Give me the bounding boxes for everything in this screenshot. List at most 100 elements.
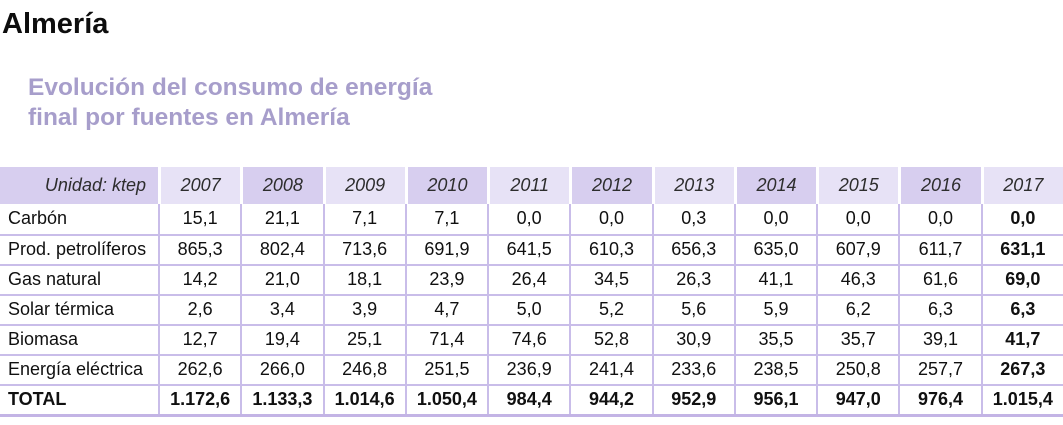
row-label-cell: Energía eléctrica [0, 353, 158, 384]
value-cell: 952,9 [651, 383, 734, 414]
value-cell: 2,6 [158, 293, 241, 324]
value-cell: 267,3 [980, 353, 1063, 384]
value-cell: 0,3 [651, 203, 734, 234]
value-cell: 241,4 [569, 353, 652, 384]
value-cell: 0,0 [980, 203, 1063, 234]
value-cell: 6,2 [816, 293, 899, 324]
year-header-cell: 2013 [651, 166, 734, 204]
value-cell: 1.050,4 [404, 383, 488, 414]
row-label-cell: Prod. petrolíferos [0, 233, 158, 264]
value-cell: 631,1 [980, 233, 1063, 264]
value-cell: 26,3 [651, 263, 734, 294]
value-cell: 610,3 [569, 233, 652, 264]
value-cell: 15,1 [158, 203, 241, 234]
table-row: Prod. petrolíferos 865,3 802,4 713,6 691,9 64… [0, 233, 1063, 264]
value-cell: 607,9 [816, 233, 899, 264]
table-subtitle: Evolución del consumo de energía final p… [28, 73, 1063, 133]
value-cell: 1.172,6 [158, 383, 241, 414]
unit-header-cell: Unidad: ktep [0, 166, 158, 204]
row-label-cell: TOTAL [0, 383, 158, 414]
table-header-row: Unidad: ktep 2007 2008 2009 2010 2011 2012 2013… [0, 166, 1063, 204]
year-header-cell: 2007 [158, 166, 241, 204]
value-cell: 25,1 [322, 323, 405, 354]
value-cell: 5,6 [651, 293, 734, 324]
value-cell: 266,0 [240, 353, 323, 384]
year-header-cell: 2010 [404, 166, 488, 204]
subtitle-line-2: final por fuentes en Almería [28, 103, 350, 131]
value-cell: 18,1 [322, 263, 405, 294]
table-row: Solar térmica 2,6 3,4 3,9 4,7 5,0 5,2 5,6 5,9 6,2… [0, 293, 1063, 324]
value-cell: 5,2 [569, 293, 652, 324]
value-cell: 984,4 [487, 383, 570, 414]
value-cell: 236,9 [487, 353, 570, 384]
value-cell: 41,7 [980, 323, 1063, 354]
value-cell: 34,5 [569, 263, 652, 294]
year-header-cell: 2015 [816, 166, 899, 204]
value-cell: 691,9 [404, 233, 488, 264]
value-cell: 5,0 [487, 293, 570, 324]
row-label-cell: Biomasa [0, 323, 158, 354]
value-cell: 0,0 [898, 203, 981, 234]
value-cell: 3,4 [240, 293, 323, 324]
value-cell: 611,7 [898, 233, 981, 264]
value-cell: 1.014,6 [322, 383, 405, 414]
value-cell: 21,0 [240, 263, 323, 294]
year-header-cell: 2008 [240, 166, 323, 204]
value-cell: 1.133,3 [240, 383, 323, 414]
table-header: Unidad: ktep 2007 2008 2009 2010 2011 2012 2013… [0, 166, 1063, 204]
value-cell: 12,7 [158, 323, 241, 354]
table-row: Gas natural 14,2 21,0 18,1 23,9 26,4 34,5 26,3 4… [0, 263, 1063, 294]
value-cell: 713,6 [322, 233, 405, 264]
table-row: Carbón 15,1 21,1 7,1 7,1 0,0 0,0 0,3 0,0 0,0 0,0 0,… [0, 203, 1063, 234]
value-cell: 635,0 [733, 233, 817, 264]
value-cell: 35,5 [733, 323, 817, 354]
year-header-cell: 2009 [322, 166, 405, 204]
value-cell: 19,4 [240, 323, 323, 354]
value-cell: 238,5 [733, 353, 817, 384]
value-cell: 52,8 [569, 323, 652, 354]
table-total-row: TOTAL 1.172,6 1.133,3 1.014,6 1.050,4 984,4 94… [0, 383, 1063, 414]
year-header-cell: 2011 [487, 166, 570, 204]
year-header-cell: 2014 [733, 166, 817, 204]
table-body: Carbón 15,1 21,1 7,1 7,1 0,0 0,0 0,3 0,0 0,0 0,0 0,… [0, 203, 1063, 414]
value-cell: 39,1 [898, 323, 981, 354]
value-cell: 21,1 [240, 203, 323, 234]
value-cell: 1.015,4 [980, 383, 1063, 414]
value-cell: 262,6 [158, 353, 241, 384]
value-cell: 74,6 [487, 323, 570, 354]
value-cell: 976,4 [898, 383, 981, 414]
row-label-cell: Carbón [0, 203, 158, 234]
year-header-cell: 2012 [569, 166, 652, 204]
value-cell: 0,0 [487, 203, 570, 234]
value-cell: 947,0 [816, 383, 899, 414]
value-cell: 7,1 [322, 203, 405, 234]
value-cell: 71,4 [404, 323, 488, 354]
value-cell: 7,1 [404, 203, 488, 234]
value-cell: 23,9 [404, 263, 488, 294]
value-cell: 944,2 [569, 383, 652, 414]
row-label-cell: Solar térmica [0, 293, 158, 324]
value-cell: 802,4 [240, 233, 323, 264]
value-cell: 641,5 [487, 233, 570, 264]
value-cell: 3,9 [322, 293, 405, 324]
value-cell: 14,2 [158, 263, 241, 294]
value-cell: 0,0 [569, 203, 652, 234]
value-cell: 250,8 [816, 353, 899, 384]
subtitle-line-1: Evolución del consumo de energía [28, 73, 433, 101]
value-cell: 257,7 [898, 353, 981, 384]
table-row: Biomasa 12,7 19,4 25,1 71,4 74,6 52,8 30,9 35,5 3… [0, 323, 1063, 354]
value-cell: 41,1 [733, 263, 817, 294]
value-cell: 5,9 [733, 293, 817, 324]
year-header-cell: 2016 [898, 166, 981, 204]
row-label-cell: Gas natural [0, 263, 158, 294]
energy-consumption-table: Unidad: ktep 2007 2008 2009 2010 2011 2012 2013… [0, 166, 1063, 417]
value-cell: 865,3 [158, 233, 241, 264]
value-cell: 6,3 [898, 293, 981, 324]
value-cell: 0,0 [816, 203, 899, 234]
value-cell: 956,1 [733, 383, 817, 414]
value-cell: 35,7 [816, 323, 899, 354]
page-title: Almería [2, 8, 109, 40]
value-cell: 46,3 [816, 263, 899, 294]
value-cell: 4,7 [404, 293, 488, 324]
value-cell: 656,3 [651, 233, 734, 264]
